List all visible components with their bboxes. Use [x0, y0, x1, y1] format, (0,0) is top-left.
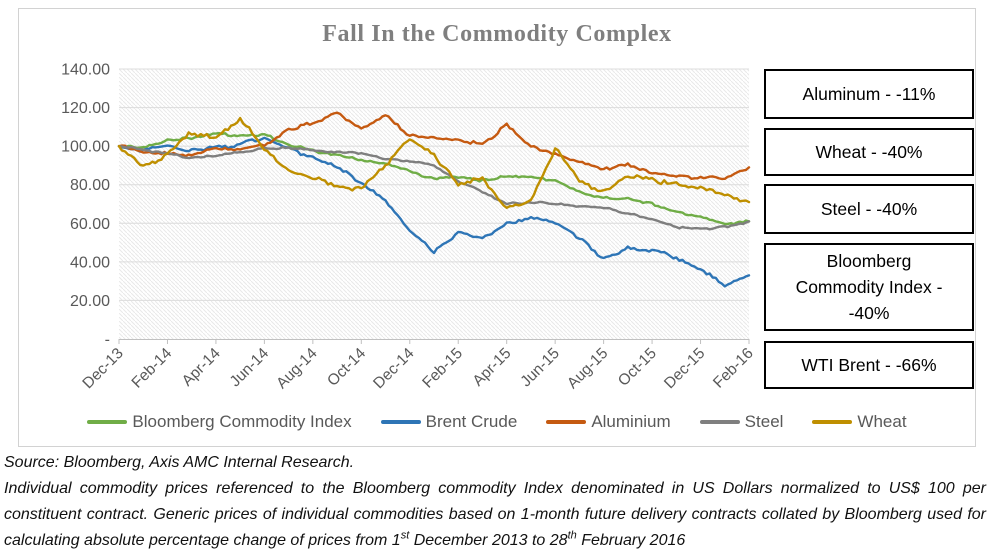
legend-label: Brent Crude: [425, 412, 518, 431]
annotation-box-bloomberg-commodity-index: Bloomberg Commodity Index - -40%: [764, 243, 974, 331]
x-tick-label: Dec-14: [370, 345, 418, 393]
chart-container: 140.00 120.00 100.00 80.00 60.00 40.00 20.00- D…: [18, 8, 976, 447]
legend-item-brent-crude: Brent Crude: [380, 412, 518, 432]
x-tick-label: Jun-14: [227, 345, 273, 391]
page: { "chart_data": { "type": "line", "title…: [4, 8, 986, 549]
methodology-text: Individual commodity prices referenced t…: [4, 479, 986, 549]
legend-line-marker: [87, 420, 128, 424]
legend-label: Steel: [744, 412, 784, 431]
source-text: Source: Bloomberg, Axis AMC Internal Res…: [4, 454, 355, 471]
annotation-box-steel: Steel - -40%: [764, 184, 974, 234]
y-axis-labels: 140.00 120.00 100.00 80.00 60.00 40.00 20.00 -: [61, 62, 110, 349]
y-tick-label: -: [105, 332, 110, 349]
x-tick-label: Jun-15: [517, 345, 563, 391]
plot-area-hatch: [119, 69, 749, 339]
x-tick-label: Feb-16: [710, 345, 757, 392]
chart-title: Fall In the Commodity Complex: [322, 21, 672, 47]
series-line-bloomberg-commodity-index: [117, 131, 751, 226]
x-axis-labels: Dec-13 Feb-14 Apr-14 Jun-14 Aug-14 Oct-14 Dec-…: [79, 345, 756, 393]
x-tick-label: Feb-14: [129, 345, 176, 392]
x-tick-label: Oct-15: [615, 345, 660, 390]
series-line-wheat: [117, 116, 751, 210]
superscript-th: th: [567, 529, 577, 542]
x-tick-label: Feb-15: [419, 345, 466, 392]
y-tick-label: 120.00: [61, 100, 110, 117]
y-tick-label: 20.00: [70, 293, 110, 310]
legend-line-marker: [812, 420, 853, 424]
legend-line-marker: [699, 420, 740, 424]
superscript-st: st: [400, 529, 410, 542]
commodity-chart-svg: 140.00120.00100.0080.0060.0040.0020.00-D…: [61, 62, 757, 393]
y-tick-label: 100.00: [61, 139, 110, 156]
legend-item-steel: Steel: [699, 412, 784, 432]
y-tick-label: 40.00: [70, 254, 110, 271]
x-axis: [118, 339, 750, 344]
legend-item-bloomberg-commodity-index: Bloomberg Commodity Index: [87, 412, 352, 432]
legend-item-wheat: Wheat: [812, 412, 907, 432]
y-tick-label: 140.00: [61, 62, 110, 79]
legend-line-marker: [380, 420, 421, 424]
x-tick-label: Aug-14: [273, 345, 321, 393]
series-line-brent-crude: [117, 136, 751, 288]
x-tick-label: Aug-15: [564, 345, 611, 392]
chart-footer: Source: Bloomberg, Axis AMC Internal Res…: [4, 450, 986, 554]
annotation-box-aluminum: Aluminum - -11%: [764, 69, 974, 119]
legend-line-marker: [546, 420, 587, 424]
annotation-box-wti-brent: WTI Brent - -66%: [764, 341, 974, 389]
legend-label: Aluminium: [591, 412, 671, 431]
y-tick-label: 60.00: [70, 216, 110, 233]
gridlines: [119, 68, 749, 301]
x-tick-label: Apr-14: [179, 345, 224, 390]
series-line-aluminium: [117, 111, 751, 181]
legend-label: Bloomberg Commodity Index: [132, 412, 352, 431]
x-tick-label: Dec-13: [79, 345, 126, 392]
annotation-box-wheat: Wheat - -40%: [764, 128, 974, 176]
legend-item-aluminium: Aluminium: [546, 412, 671, 432]
chart-legend: Bloomberg Commodity Index Brent Crude Alum…: [19, 412, 975, 432]
legend-label: Wheat: [857, 412, 907, 431]
y-tick-label: 80.00: [70, 177, 110, 194]
x-tick-label: Oct-14: [324, 345, 369, 390]
x-tick-label: Apr-15: [470, 345, 515, 390]
series-line-steel: [117, 144, 751, 231]
x-tick-label: Dec-15: [661, 345, 708, 392]
